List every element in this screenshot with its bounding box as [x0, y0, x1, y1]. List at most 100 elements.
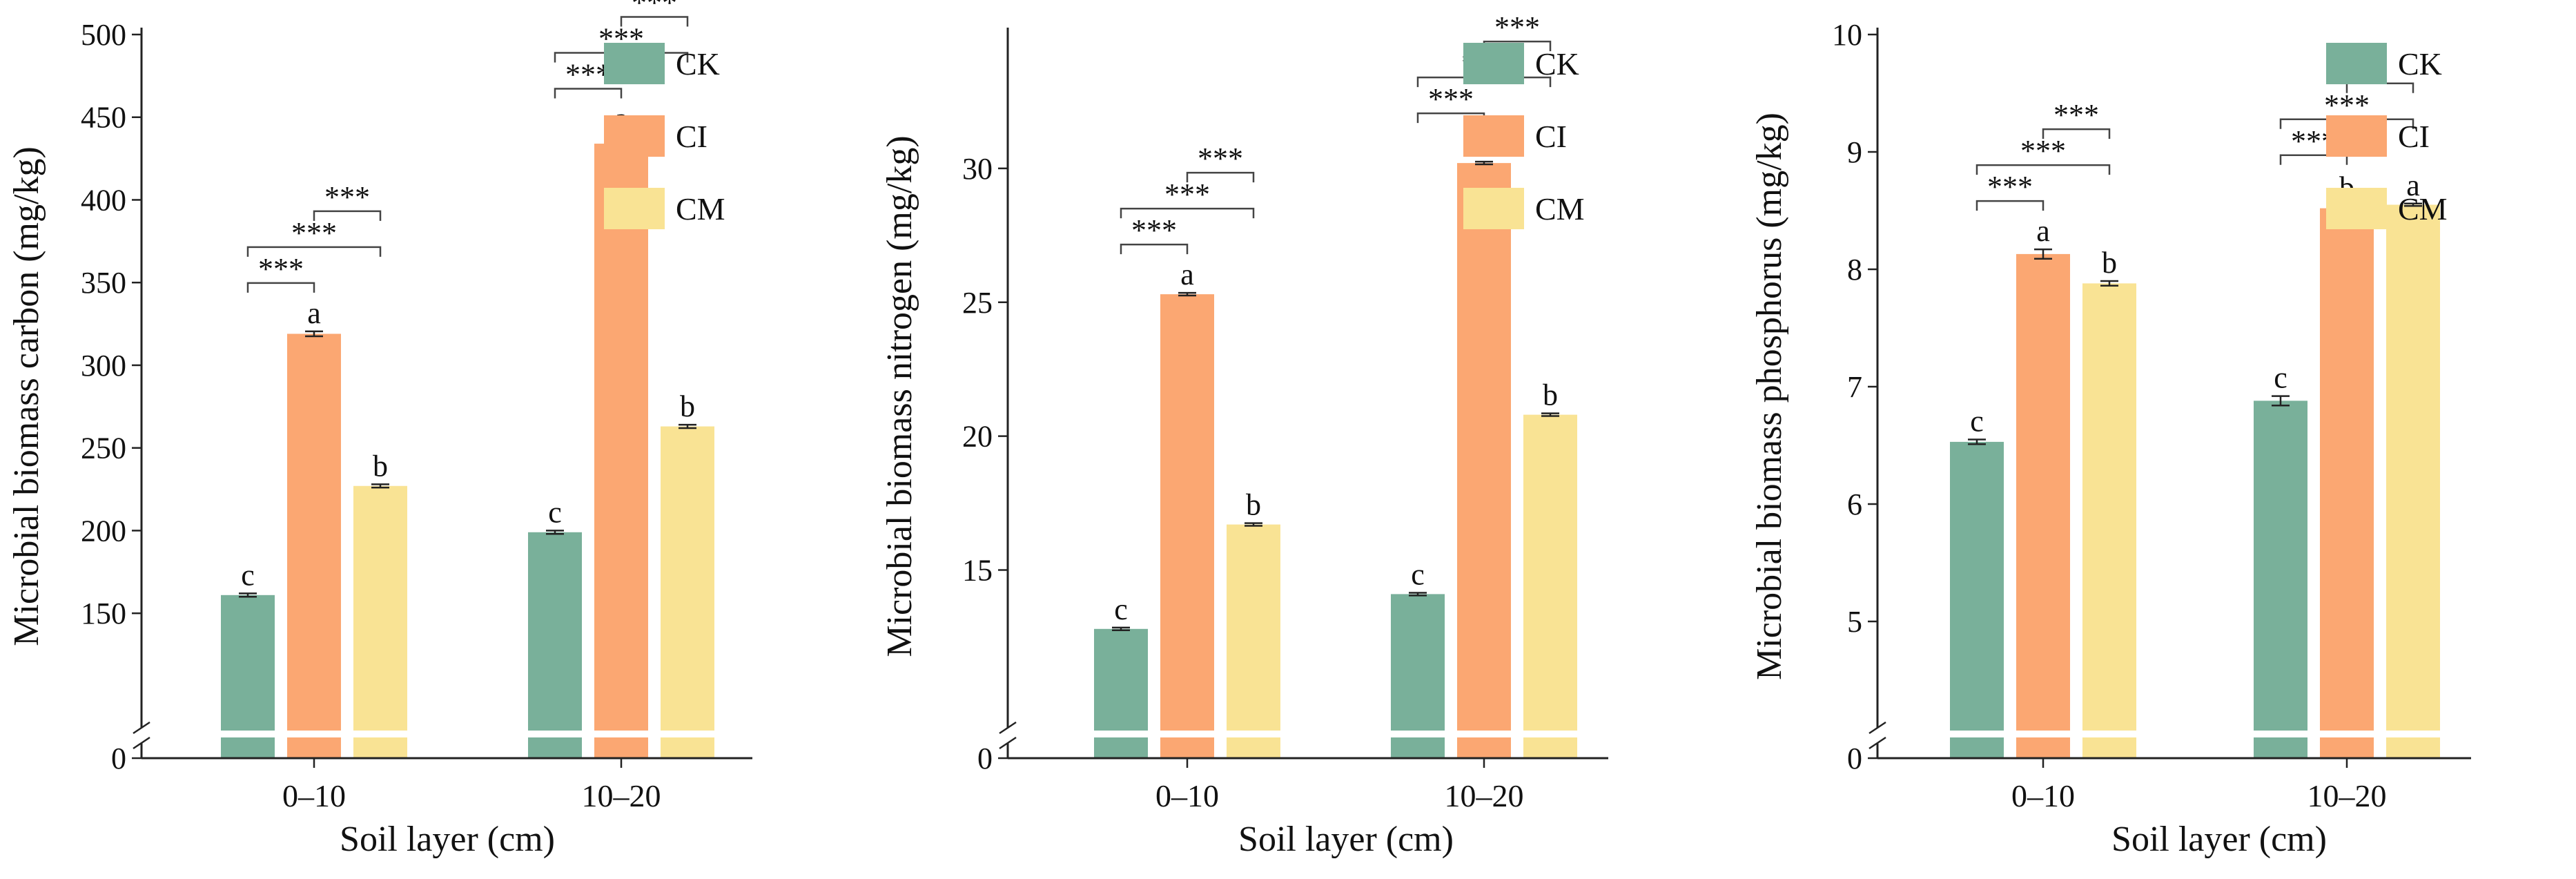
y-axis-title: Microbial biomass phosphorus (mg/kg): [1750, 113, 1789, 680]
significance-bracket: [554, 88, 623, 99]
significance-bracket: [246, 282, 315, 293]
significance-bracket: [1120, 243, 1189, 255]
legend-swatch-ci: [1463, 115, 1524, 157]
significance-letter: c: [1970, 405, 1984, 438]
bar-ck-0: [1950, 441, 2004, 758]
legend: CK CI CM: [1463, 43, 1585, 229]
y-tick-label: 0: [111, 742, 126, 775]
bar-cm-0: [353, 485, 407, 758]
legend-swatch-ci: [604, 115, 665, 157]
y-tick-label: 500: [81, 18, 126, 52]
significance-letter: c: [241, 558, 255, 592]
x-category-label: 0–10: [2011, 778, 2075, 813]
significance-stars: ***: [2020, 134, 2066, 168]
bar-ci-0: [1160, 294, 1214, 758]
y-tick-label: 300: [81, 349, 126, 383]
significance-letter: b: [680, 389, 695, 423]
significance-bracket: [246, 246, 382, 257]
panel-1: ccaabb******************1502002503003504…: [7, 0, 752, 859]
panel-3: ccabba****************567891000–1010–20S…: [1750, 18, 2471, 859]
axis-break-mark: [999, 721, 1017, 735]
bar-break-band: [1225, 731, 1282, 737]
significance-bracket: [1120, 207, 1255, 219]
significance-stars: ***: [2053, 98, 2099, 132]
x-category-label: 10–20: [582, 778, 661, 813]
y-tick-label: 200: [81, 514, 126, 548]
significance-stars: ***: [1198, 142, 1243, 175]
legend-label-ci: CI: [2398, 119, 2430, 154]
legend-swatch-ck: [604, 43, 665, 84]
axis-break-mark: [133, 721, 150, 735]
bar-cm-1: [2386, 204, 2440, 758]
significance-letter: a: [2036, 214, 2050, 248]
significance-stars: ***: [258, 252, 304, 286]
bar-ci-0: [287, 334, 341, 758]
bar-break-band: [1949, 731, 2005, 737]
bar-cm-0: [2082, 283, 2136, 758]
y-axis-title: Microbial biomass nitrogen (mg/kg): [880, 135, 919, 657]
bar-break-band: [2319, 731, 2375, 737]
bar-break-band: [527, 731, 583, 737]
y-tick-label: 8: [1847, 253, 1862, 287]
legend-label-ck: CK: [1535, 46, 1579, 81]
y-tick-label: 9: [1847, 135, 1862, 169]
x-category-label: 0–10: [282, 778, 346, 813]
significance-bracket: [1975, 200, 2045, 211]
significance-bracket: [620, 16, 689, 27]
legend-label-cm: CM: [1535, 191, 1585, 226]
legend-label-ci: CI: [676, 119, 708, 154]
y-tick-label: 5: [1847, 605, 1862, 639]
legend-label-ck: CK: [2398, 46, 2442, 81]
y-tick-label: 6: [1847, 487, 1862, 521]
legend-swatch-cm: [1463, 188, 1524, 229]
x-axis-title: Soil layer (cm): [2111, 820, 2327, 859]
significance-bracket: [1975, 164, 2111, 175]
bar-ci-1: [2320, 208, 2374, 759]
significance-letter: c: [548, 495, 562, 529]
bar-break-band: [1093, 731, 1149, 737]
legend-swatch-ck: [2326, 43, 2387, 84]
y-tick-label: 350: [81, 266, 126, 300]
y-tick-label: 150: [81, 597, 126, 630]
significance-stars: ***: [1164, 177, 1210, 211]
bar-ci-0: [2016, 253, 2070, 758]
significance-bracket: [313, 210, 382, 221]
axis-break-mark: [1868, 736, 1886, 750]
significance-bracket: [2279, 154, 2348, 165]
x-category-label: 10–20: [1445, 778, 1524, 813]
bar-break-band: [219, 731, 276, 737]
bar-break-band: [2015, 731, 2071, 737]
significance-letter: c: [2274, 361, 2287, 395]
legend: CK CI CM: [604, 43, 725, 229]
significance-bracket: [1186, 171, 1255, 183]
significance-letter: c: [1114, 592, 1128, 626]
significance-letter: b: [373, 449, 388, 483]
y-tick-label: 20: [962, 420, 993, 454]
legend: CK CI CM: [2326, 43, 2448, 229]
y-tick-label: 0: [977, 742, 993, 775]
bar-ci-1: [594, 144, 648, 759]
significance-stars: ***: [1987, 170, 2033, 204]
bar-ci-1: [1457, 163, 1511, 759]
y-tick-label: 0: [1847, 742, 1862, 775]
axis-break-mark: [1868, 721, 1886, 735]
y-tick-label: 30: [962, 152, 993, 186]
significance-stars: ***: [291, 216, 337, 250]
legend-label-ci: CI: [1535, 119, 1567, 154]
significance-stars: ***: [565, 57, 611, 91]
significance-letter: a: [1180, 258, 1194, 291]
bar-cm-1: [1523, 414, 1577, 758]
significance-letter: b: [1543, 378, 1558, 412]
legend-label-ck: CK: [676, 46, 720, 81]
y-tick-label: 7: [1847, 370, 1862, 404]
bar-break-band: [352, 731, 409, 737]
legend-label-cm: CM: [676, 191, 725, 226]
bar-break-band: [593, 731, 650, 737]
panel-2: ccaabb******************1520253000–1010–…: [880, 10, 1608, 859]
bar-ck-1: [528, 532, 582, 758]
bar-break-band: [2081, 731, 2138, 737]
significance-stars: ***: [1428, 82, 1474, 116]
significance-letter: c: [1411, 557, 1425, 591]
